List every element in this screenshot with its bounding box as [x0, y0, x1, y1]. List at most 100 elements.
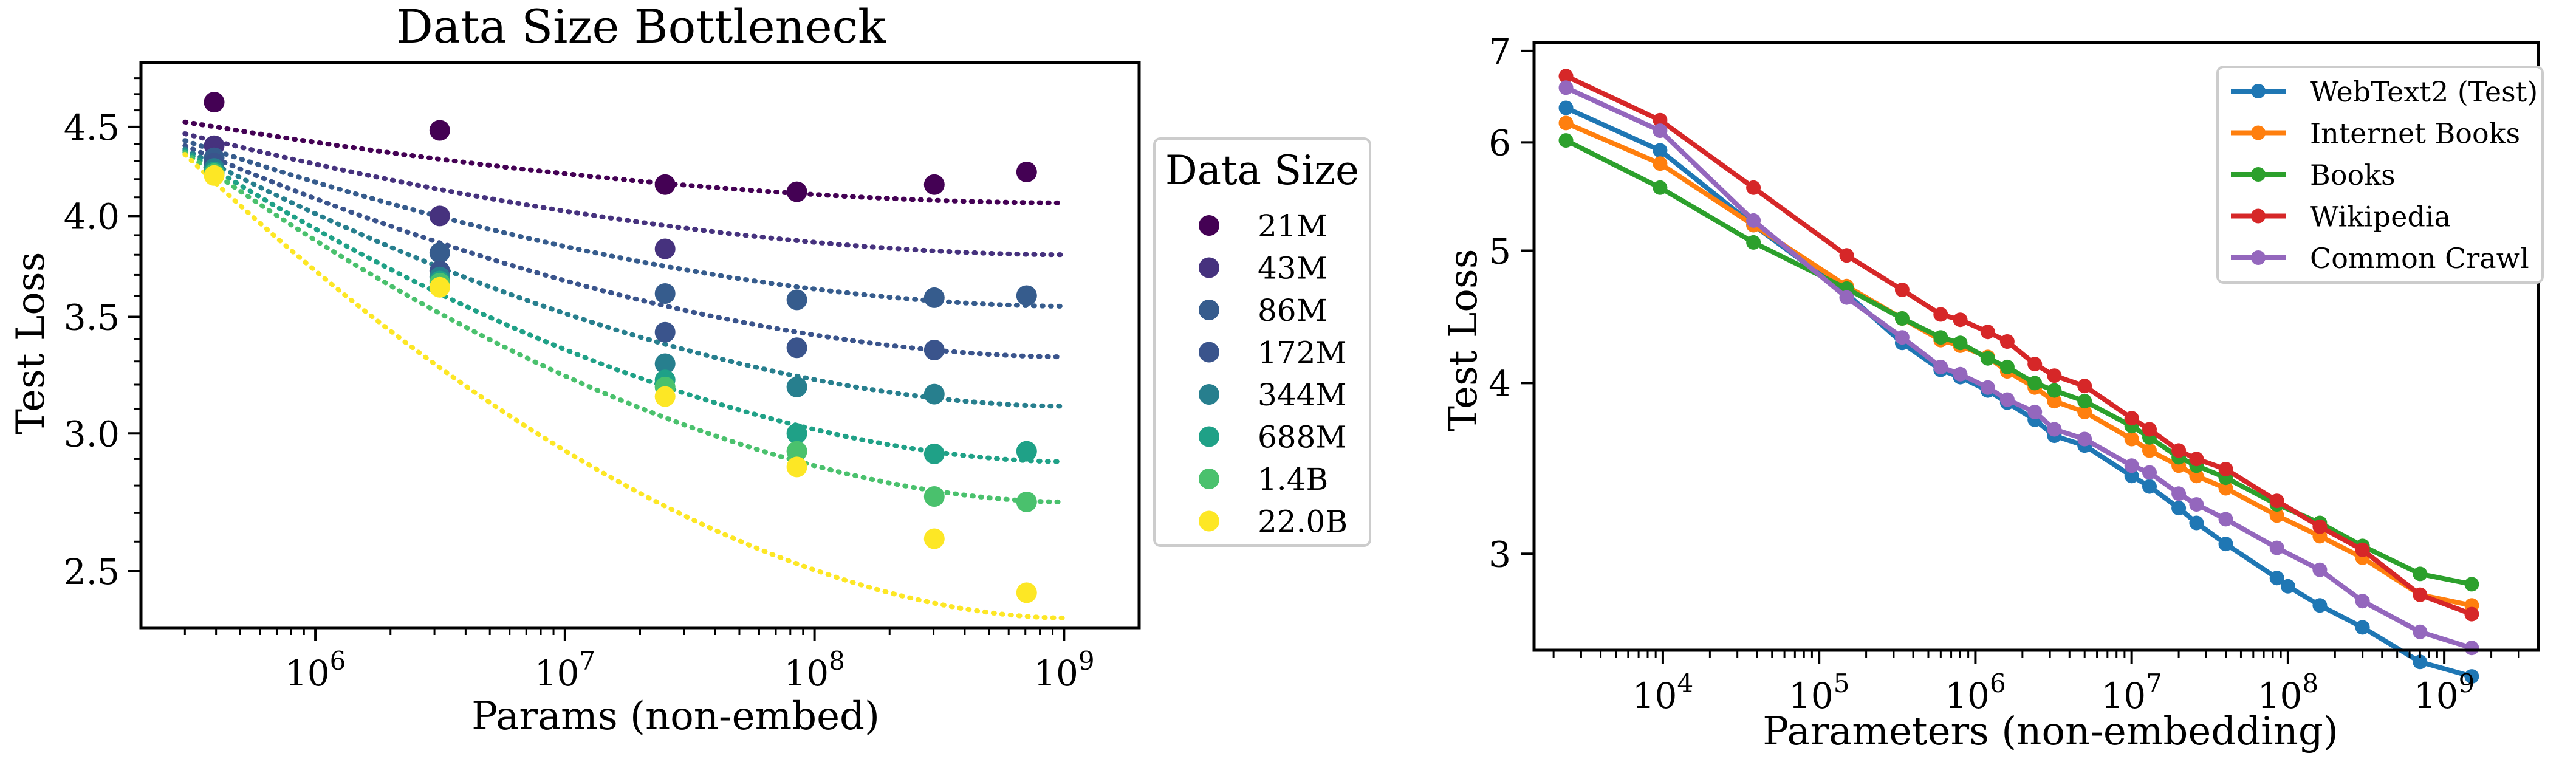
- point-WebText2 (Test)-21: [2413, 654, 2428, 670]
- point-Wikipedia-10: [2047, 368, 2062, 383]
- point-Wikipedia-17: [2269, 493, 2284, 509]
- point-WebText2 (Test)-14: [2171, 501, 2187, 516]
- point-344M-3: [786, 376, 807, 397]
- point-21M-0: [204, 92, 225, 113]
- plot-frame: [1532, 41, 2540, 652]
- point-Books-2: [1746, 235, 1761, 250]
- point-22.0B-3: [786, 456, 807, 478]
- point-Wikipedia-20: [2413, 587, 2428, 602]
- point-Internet Books-11: [2077, 404, 2092, 419]
- plot-frame: [139, 61, 1141, 630]
- point-Wikipedia-13: [2142, 422, 2157, 437]
- point-Wikipedia-12: [2124, 411, 2139, 426]
- x-tick-label: 106: [285, 646, 346, 694]
- point-Wikipedia-15: [2189, 452, 2204, 467]
- point-21M-1: [429, 120, 450, 141]
- point-Books-7: [1980, 351, 1995, 366]
- y-tick-label: 5: [1488, 230, 1511, 272]
- point-Common Crawl-18: [2312, 562, 2328, 577]
- point-WebText2 (Test)-12: [2124, 469, 2139, 484]
- point-WebText2 (Test)-0: [1558, 100, 1574, 115]
- point-Internet Books-17: [2269, 508, 2284, 523]
- fit-line-344M: [182, 146, 1067, 409]
- point-86M-1: [429, 242, 450, 263]
- legend-marker-1.4B: [1199, 469, 1219, 489]
- legend-label-22.0B: 22.0B: [1258, 504, 1348, 540]
- point-86M-4: [923, 287, 945, 308]
- point-Common Crawl-21: [2464, 641, 2479, 656]
- legend-label-Wikipedia: Wikipedia: [2310, 201, 2451, 233]
- point-Common Crawl-6: [1953, 366, 1968, 382]
- legend-marker-86M: [1199, 300, 1219, 320]
- fit-line-22.0B: [182, 152, 1067, 620]
- point-172M-2: [654, 321, 676, 343]
- series-line-Wikipedia: [1564, 74, 2473, 617]
- legend-title: Data Size: [1165, 147, 1359, 194]
- fit-line-21M: [182, 119, 1067, 205]
- point-WebText2 (Test)-22: [2464, 669, 2479, 684]
- point-Wikipedia-1: [1653, 112, 1668, 128]
- x-tick-label: 107: [535, 646, 596, 694]
- legend-marker-688M: [1199, 426, 1219, 447]
- point-Internet Books-12: [2124, 431, 2139, 447]
- point-Wikipedia-2: [1746, 180, 1761, 195]
- y-axis-label: Test Loss: [1441, 249, 1486, 431]
- point-Books-5: [1933, 330, 1948, 345]
- point-Internet Books-16: [2218, 481, 2233, 496]
- legend-label-Books: Books: [2310, 159, 2396, 191]
- legend-label-1.4B: 1.4B: [1258, 462, 1328, 497]
- x-axis-label: Params (non-embed): [471, 694, 880, 739]
- point-WebText2 (Test)-15: [2189, 515, 2204, 531]
- fit-line-688M: [182, 148, 1067, 464]
- point-Common Crawl-12: [2124, 458, 2139, 473]
- point-Books-11: [2077, 394, 2092, 409]
- point-Common Crawl-14: [2171, 486, 2187, 501]
- point-Wikipedia-0: [1558, 69, 1574, 84]
- y-tick-label: 3.5: [64, 297, 120, 338]
- point-Common Crawl-13: [2142, 465, 2157, 480]
- point-Books-8: [1999, 359, 2015, 374]
- point-21M-3: [786, 181, 807, 202]
- point-Wikipedia-18: [2312, 519, 2328, 534]
- legend-marker-21M: [1199, 215, 1219, 236]
- point-Common Crawl-17: [2269, 540, 2284, 555]
- point-Books-0: [1558, 133, 1574, 148]
- y-tick-label: 4: [1488, 363, 1511, 404]
- legend: WebText2 (Test) Internet Books Books Wikipe…: [2216, 66, 2544, 284]
- legend-label-WebText2 (Test): WebText2 (Test): [2310, 75, 2538, 108]
- legend-marker-Internet Books: [2251, 125, 2266, 140]
- y-tick-label: 6: [1488, 122, 1511, 163]
- legend-marker-Wikipedia: [2251, 208, 2266, 224]
- point-Internet Books-13: [2142, 443, 2157, 458]
- x-tick-label: 109: [1033, 646, 1095, 694]
- point-Books-20: [2413, 566, 2428, 582]
- y-tick-label: 3.0: [64, 413, 120, 455]
- point-22.0B-1: [429, 276, 450, 298]
- point-22.0B-4: [923, 528, 945, 549]
- legend-marker-Common Crawl: [2251, 250, 2266, 265]
- point-Books-6: [1953, 335, 1968, 351]
- point-Common Crawl-2: [1746, 213, 1761, 228]
- legend-label-172M: 172M: [1258, 335, 1347, 371]
- point-Common Crawl-15: [2189, 497, 2204, 512]
- x-tick-label: 104: [1632, 668, 1694, 716]
- point-22.0B-2: [654, 386, 676, 407]
- point-Books-10: [2047, 383, 2062, 398]
- point-Common Crawl-0: [1558, 80, 1574, 95]
- fit-line-43M: [182, 131, 1067, 258]
- series-line-Common Crawl: [1564, 85, 2473, 651]
- point-Wikipedia-6: [1953, 312, 1968, 328]
- chart-title: Data Size Bottleneck: [396, 0, 886, 53]
- point-Wikipedia-3: [1839, 248, 1854, 263]
- data-size-bottleneck-chart: Data Size Bottleneck 106 107 108 109 2.5 3.0 3…: [9, 0, 1371, 739]
- x-tick-label: 108: [784, 646, 845, 694]
- point-344M-2: [654, 353, 676, 374]
- y-tick-label: 4.5: [64, 107, 120, 148]
- legend-box: [2216, 66, 2544, 284]
- point-43M-2: [654, 238, 676, 259]
- point-WebText2 (Test)-20: [2355, 620, 2370, 635]
- point-WebText2 (Test)-18: [2280, 579, 2295, 594]
- y-tick-label: 3: [1488, 534, 1511, 575]
